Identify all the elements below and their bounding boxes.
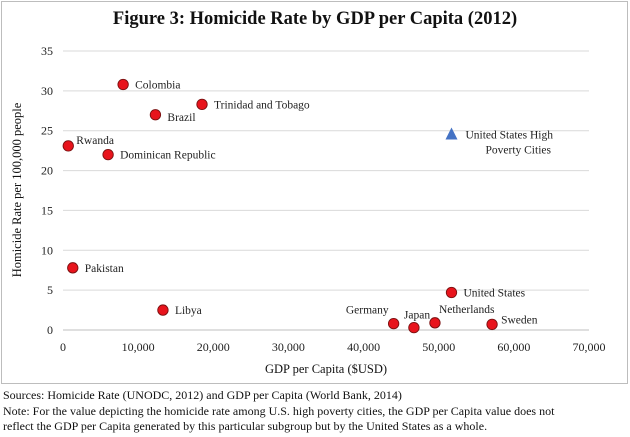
data-points [62,78,498,334]
point-label-japan: Japan [404,310,430,322]
data-point-pakistan [67,262,79,274]
y-axis-title: Homicide Rate per 100,000 people [10,102,24,277]
data-point-libya [157,304,169,316]
point-label-trinidad-and-tobago: Trinidad and Tobago [214,99,310,111]
note-text-line-1: Note: For the value depicting the homici… [3,403,555,418]
data-point-rwanda [62,140,74,152]
data-point-colombia [117,78,129,91]
point-label-netherlands: Netherlands [439,304,495,316]
x-tick-label: 30,000 [272,340,305,354]
point-label-sweden: Sweden [501,314,538,326]
data-point-trinidad-and-tobago [196,98,208,111]
y-tick-label: 15 [41,203,53,217]
data-point-germany [387,317,400,330]
tick-labels: 0 5 10 15 20 25 30 35 0 10,000 20,000 30,000 40,000 5… [41,44,606,354]
point-labels: Colombia Trinidad and Tobago Brazil Rwanda D… [76,79,553,326]
x-tick-label: 70,000 [573,340,606,354]
chart-title: Figure 3: Homicide Rate by GDP per Capit… [112,9,518,29]
data-point-japan [408,321,420,334]
y-tick-label: 10 [41,243,53,257]
y-tick-label: 25 [41,124,53,138]
figure-frame [1,1,628,384]
point-label-united-states: United States [463,288,525,300]
y-tick-label: 20 [41,164,53,178]
x-tick-label: 10,000 [122,340,155,354]
x-tick-label: 40,000 [347,340,380,354]
gridlines [63,50,589,291]
point-label-germany: Germany [346,305,389,317]
x-tick-label: 0 [60,340,66,354]
point-label-brazil: Brazil [167,112,195,124]
x-axis-title: GDP per Capita ($USD) [265,362,387,376]
point-label-rwanda: Rwanda [76,135,114,147]
data-point-brazil [149,109,162,121]
y-tick-label: 5 [47,283,53,297]
point-label-dominican-republic: Dominican Republic [120,150,216,162]
note-text-line-2: reflect the GDP per Capita generated by … [3,419,488,433]
data-point-sweden [486,318,498,331]
x-tick-label: 20,000 [197,340,230,354]
scatter-chart: 0 5 10 15 20 25 30 35 0 10,000 20,000 30,000 40,000 5… [10,44,606,376]
y-tick-label: 35 [41,44,53,58]
y-tick-label: 0 [47,323,53,337]
point-label-united-states-high-poverty-cities: United States High Poverty Cities [465,130,553,157]
sources-text: Sources: Homicide Rate (UNODC, 2012) and… [3,388,402,402]
point-label-pakistan: Pakistan [85,263,124,275]
data-point-dominican-republic [102,148,114,161]
data-point-netherlands [429,317,441,329]
x-tick-label: 60,000 [497,340,530,354]
data-point-united-states [445,286,458,299]
x-tick-label: 50,000 [422,340,455,354]
point-label-colombia: Colombia [135,79,180,91]
point-label-libya: Libya [175,305,202,317]
data-point-united-states-high-poverty-cities [445,127,458,140]
y-tick-label: 30 [41,84,53,98]
figure-notes: Sources: Homicide Rate (UNODC, 2012) and… [3,388,627,435]
